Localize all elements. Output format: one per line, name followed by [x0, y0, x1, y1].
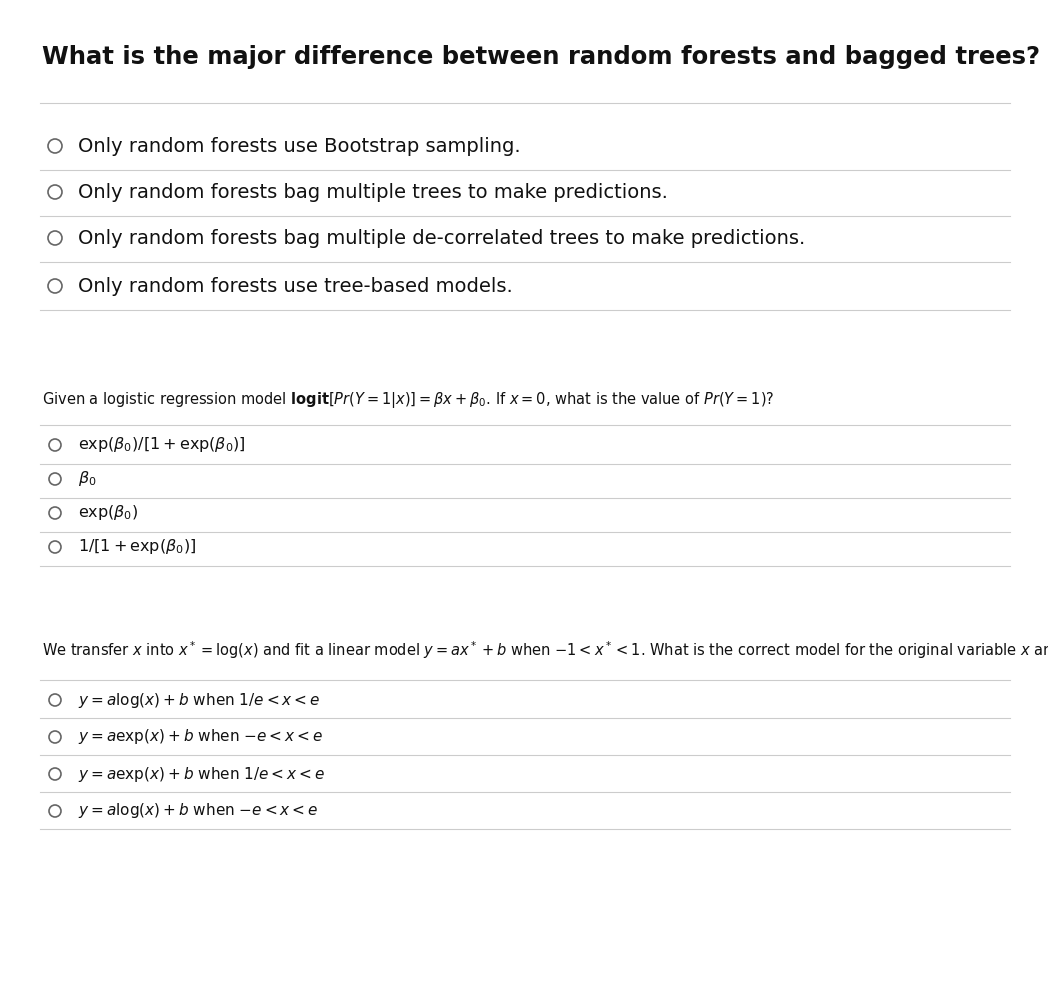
- Text: Only random forests use tree-based models.: Only random forests use tree-based model…: [78, 277, 512, 295]
- Text: Only random forests bag multiple de-correlated trees to make predictions.: Only random forests bag multiple de-corr…: [78, 229, 805, 247]
- Text: We transfer $x$ into $x^* = \log(x)$ and fit a linear model $y = ax^* + b$ when : We transfer $x$ into $x^* = \log(x)$ and…: [42, 640, 1048, 661]
- Text: $1/[1 + \mathrm{exp}(\beta_0)]$: $1/[1 + \mathrm{exp}(\beta_0)]$: [78, 538, 196, 556]
- Text: $y = a\exp(x) + b$ when $1/e < x < e$: $y = a\exp(x) + b$ when $1/e < x < e$: [78, 764, 325, 784]
- Text: $y = a\log(x) + b$ when $1/e < x < e$: $y = a\log(x) + b$ when $1/e < x < e$: [78, 691, 321, 709]
- Text: Only random forests bag multiple trees to make predictions.: Only random forests bag multiple trees t…: [78, 182, 668, 201]
- Text: $y = a\exp(x) + b$ when $-e < x < e$: $y = a\exp(x) + b$ when $-e < x < e$: [78, 728, 323, 747]
- Text: $\mathrm{exp}(\beta_0)$: $\mathrm{exp}(\beta_0)$: [78, 503, 138, 523]
- Text: What is the major difference between random forests and bagged trees?: What is the major difference between ran…: [42, 45, 1040, 69]
- Text: $\mathrm{exp}(\beta_0)/[1 + \mathrm{exp}(\beta_0)]$: $\mathrm{exp}(\beta_0)/[1 + \mathrm{exp}…: [78, 436, 246, 454]
- Text: Given a logistic regression model $\mathtt{\mathbf{logit}}$$[Pr(Y = 1|x)] = \bet: Given a logistic regression model $\math…: [42, 390, 774, 410]
- Text: $\beta_0$: $\beta_0$: [78, 470, 96, 489]
- Text: Only random forests use Bootstrap sampling.: Only random forests use Bootstrap sampli…: [78, 136, 521, 156]
- Text: $y = a\log(x) + b$ when $-e < x < e$: $y = a\log(x) + b$ when $-e < x < e$: [78, 801, 319, 820]
